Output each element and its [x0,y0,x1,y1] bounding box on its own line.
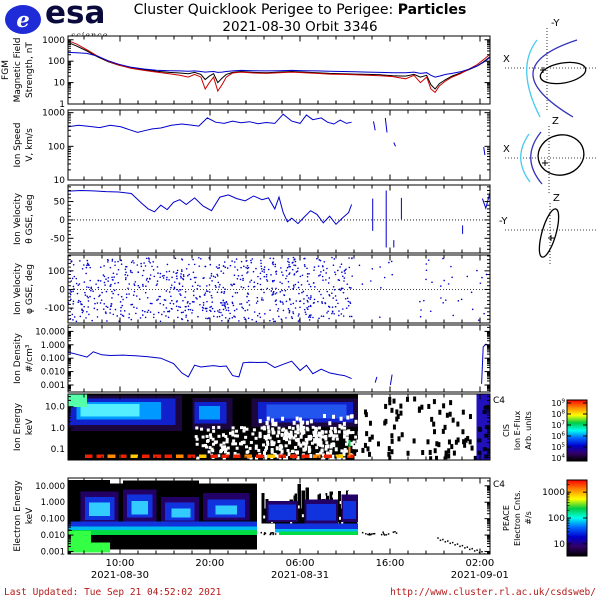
svg-text:20:00: 20:00 [195,558,224,569]
svg-text:100: 100 [48,267,65,277]
svg-text:Ion Velocity: Ion Velocity [13,262,23,315]
svg-text:Magnetic Field: Magnetic Field [13,38,23,103]
svg-text:PEACE: PEACE [502,505,511,531]
svg-text:109: 109 [551,399,565,409]
svg-text:Z: Z [552,116,559,127]
svg-text:-100: -100 [45,304,66,314]
svg-text:1000: 1000 [542,488,565,498]
svg-text:Ion E-Flux: Ion E-Flux [513,411,522,451]
svg-text:100: 100 [548,514,565,524]
esa-logo-mark: e [5,5,41,34]
svg-text:0.010: 0.010 [41,368,65,378]
svg-text:104: 104 [551,454,565,464]
svg-text:1.000: 1.000 [41,498,65,508]
colorbar-peace: 1000 100 10 PEACE Electron Cnts. #/s [502,479,588,557]
panel-density: 10.000 1.000 0.100 0.010 0.001 Ion Density #/c… [13,324,491,393]
svg-text:1000: 1000 [42,109,65,119]
svg-text:#/cm³: #/cm³ [25,344,35,372]
svg-text:0: 0 [59,216,65,226]
svg-text:0.100: 0.100 [41,354,65,364]
svg-text:keV: keV [25,418,35,435]
svg-text:#/s: #/s [524,511,533,525]
svg-text:1.000: 1.000 [41,341,65,351]
svg-text:0.001: 0.001 [41,381,65,391]
svg-text:Arb. units: Arb. units [524,411,533,450]
svg-text:1000: 1000 [42,36,65,46]
svg-text:V, km/s: V, km/s [25,128,35,162]
svg-text:X: X [503,54,510,65]
panel-ion-energy: 10.0 1.0 0.1 Ion Energy keV C4 [13,393,505,461]
svg-text:Electron Cnts.: Electron Cnts. [513,490,522,546]
svg-text:10: 10 [54,176,66,186]
svg-text:16:00: 16:00 [376,558,405,569]
svg-text:-Y: -Y [499,216,508,227]
page-subtitle: 2021-08-30 Orbit 3346 [222,19,378,35]
svg-text:1: 1 [59,100,65,110]
svg-text:10: 10 [554,540,566,550]
svg-text:Z: Z [553,193,560,204]
panel-theta: 50 0 -50 Ion Velocity θ GSE, deg [13,184,491,254]
esa-logo-e: e [16,7,30,32]
svg-text:2021-08-30: 2021-08-30 [91,570,149,581]
svg-text:Strength, nT: Strength, nT [25,42,35,98]
time-axis: 10:00 20:00 06:00 16:00 02:00 2021-08-30 2021-… [91,558,509,581]
svg-text:106: 106 [551,432,565,442]
svg-text:0.100: 0.100 [41,515,65,525]
svg-text:Ion Velocity: Ion Velocity [13,192,23,245]
svg-text:105: 105 [551,443,565,453]
svg-text:-Y: -Y [551,18,560,29]
svg-text:-50: -50 [50,234,65,244]
svg-text:10: 10 [54,79,66,89]
svg-text:Electron Energy: Electron Energy [13,480,23,552]
page-title: Cluster Quicklook Perigee to Perigee: Pa… [0,2,600,18]
panel-phi: 100 0 -100 Ion Velocity φ GSE, deg [13,254,491,324]
panel-fgm: 1000 100 10 1 FGM Magnetic Field Strength, nT [1,35,491,110]
svg-text:2021-08-31: 2021-08-31 [271,570,329,581]
svg-text:keV: keV [25,507,35,524]
svg-text:θ GSE, deg: θ GSE, deg [25,194,35,243]
svg-text:FGM: FGM [1,60,11,80]
svg-text:10.000: 10.000 [35,327,65,337]
svg-text:0.010: 0.010 [41,531,65,541]
svg-text:50: 50 [54,198,66,208]
svg-text:0.1: 0.1 [51,445,65,455]
svg-text:107: 107 [551,421,565,431]
svg-text:0.001: 0.001 [41,547,65,557]
svg-text:10:00: 10:00 [105,558,134,569]
svg-text:C4: C4 [493,396,505,406]
title-product: Particles [397,2,467,18]
svg-text:Ion Density: Ion Density [13,332,23,384]
svg-text:10.000: 10.000 [35,482,65,492]
svg-text:CIS: CIS [502,424,511,437]
svg-text:Ion Energy: Ion Energy [13,402,23,451]
orbit-plots: -Y X Z X Z -Y [499,18,597,266]
esa-logo-text: esa [45,0,106,31]
last-updated-text: Last Updated: Tue Sep 21 04:52:02 2021 [4,587,222,598]
svg-text:Ion Speed: Ion Speed [13,123,23,168]
svg-text:02:00: 02:00 [465,558,494,569]
svg-text:0: 0 [59,285,65,295]
svg-text:108: 108 [551,410,565,420]
svg-text:100: 100 [48,142,65,152]
svg-text:10.0: 10.0 [45,403,65,413]
svg-text:φ GSE, deg: φ GSE, deg [25,264,35,314]
svg-text:1.0: 1.0 [51,424,66,434]
svg-text:2021-09-01: 2021-09-01 [451,570,509,581]
panel-ion-speed: 1000 100 10 Ion Speed V, km/s [13,109,491,186]
panel-electron-energy: 10.000 1.000 0.100 0.010 0.001 Electron Energ… [13,477,505,557]
source-url-text: http://www.cluster.rl.ac.uk/csdsweb/ [390,587,596,598]
svg-text:100: 100 [48,57,65,67]
svg-text:X: X [503,144,510,155]
svg-text:C4: C4 [493,480,505,490]
svg-text:06:00: 06:00 [286,558,315,569]
title-prefix: Cluster Quicklook Perigee to Perigee: [133,2,398,18]
